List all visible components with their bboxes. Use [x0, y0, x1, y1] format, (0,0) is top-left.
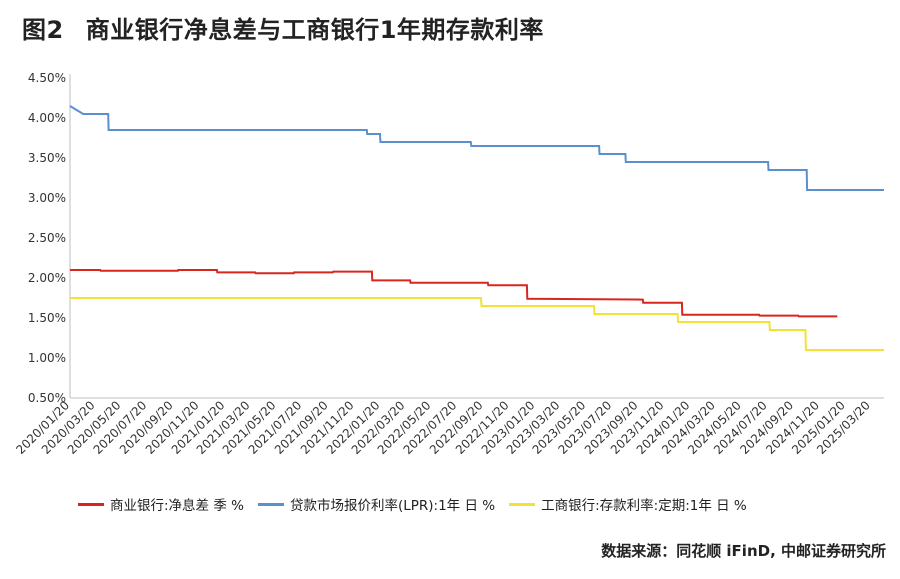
series-line-lpr — [69, 105, 884, 191]
legend-item-nim: 商业银行:净息差 季 % — [78, 494, 244, 514]
legend-item-deposit: 工商银行:存款利率:定期:1年 日 % — [509, 494, 747, 514]
y-tick-label: 0.50% — [28, 391, 66, 405]
legend-label-lpr: 贷款市场报价利率(LPR):1年 日 % — [289, 498, 496, 514]
legend: 商业银行:净息差 季 % 贷款市场报价利率(LPR):1年 日 % 工商银行:存… — [78, 494, 761, 514]
y-tick-label: 2.50% — [28, 231, 66, 245]
legend-swatch-deposit — [509, 502, 536, 506]
y-tick-label: 4.00% — [28, 111, 66, 125]
y-axis-labels: 0.50% 1.00% 1.50% 2.00% 2.50% 3.00% 3.50% 4.00%… — [28, 71, 66, 405]
legend-label-nim: 商业银行:净息差 季 % — [110, 498, 244, 514]
y-tick-label: 2.00% — [28, 271, 66, 285]
y-tick-label: 1.50% — [28, 311, 66, 325]
source-note: 数据来源：同花顺 iFinD, 中邮证券研究所 — [601, 542, 886, 560]
legend-swatch-nim — [78, 502, 104, 506]
series-lines — [69, 105, 884, 351]
y-tick-label: 3.00% — [28, 191, 66, 205]
legend-swatch-lpr — [257, 502, 284, 506]
y-tick-label: 4.50% — [28, 71, 66, 85]
legend-item-lpr: 贷款市场报价利率(LPR):1年 日 % — [257, 494, 496, 514]
figure-label: 图2 — [22, 16, 64, 44]
y-tick-label: 1.00% — [28, 351, 66, 365]
title-text: 商业银行净息差与工商银行1年期存款利率 — [85, 16, 544, 44]
series-line-nim — [70, 269, 838, 318]
series-line-deposit — [70, 297, 884, 351]
legend-label-deposit: 工商银行:存款利率:定期:1年 日 % — [541, 498, 747, 514]
y-tick-label: 3.50% — [28, 151, 66, 165]
chart-title: 图2 商业银行净息差与工商银行1年期存款利率 — [22, 10, 544, 45]
x-axis-labels: 2020/01/202020/03/202020/05/202020/07/20… — [13, 398, 873, 457]
line-chart: 0.50% 1.00% 1.50% 2.00% 2.50% 3.00% 3.50% 4.00%… — [13, 71, 884, 457]
